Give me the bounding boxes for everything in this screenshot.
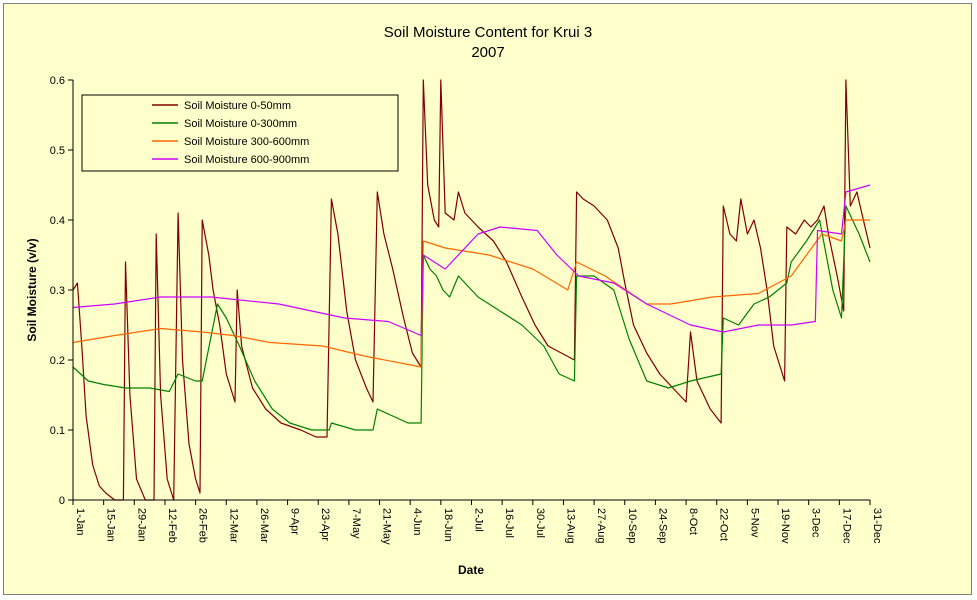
x-tick-label: 24-Sep: [656, 508, 668, 543]
x-tick-label: 31-Dec: [871, 508, 883, 544]
series-line-3: [72, 219, 870, 368]
legend: Soil Moisture 0-50mm Soil Moisture 0-300m…: [81, 94, 399, 172]
legend-label-1: Soil Moisture 0-50mm: [184, 100, 291, 112]
y-tick-label: 0.2: [50, 355, 65, 367]
x-tick-label: 9-Apr: [289, 508, 301, 535]
x-tick-label: 1-Jan: [74, 508, 86, 536]
x-tick-label: 3-Dec: [810, 508, 822, 538]
series-line-4: [72, 184, 871, 337]
legend-label-2: Soil Moisture 0-300mm: [184, 118, 297, 130]
legend-label-3: Soil Moisture 300-600mm: [184, 136, 309, 148]
y-tick-label: 0.1: [50, 425, 65, 437]
x-tick-label: 29-Jan: [135, 508, 147, 542]
x-tick-label: 16-Jul: [503, 508, 515, 538]
x-axis-title: Date: [458, 563, 484, 577]
x-tick-label: 4-Jun: [411, 508, 423, 536]
legend-label-4: Soil Moisture 600-900mm: [184, 154, 309, 166]
series-layer: [72, 79, 871, 501]
x-tick-label: 30-Jul: [534, 508, 546, 538]
y-tick-label: 0.5: [50, 145, 65, 157]
x-tick-label: 18-Jun: [442, 508, 454, 542]
x-tick-label: 2-Jul: [473, 508, 485, 532]
x-tick-label: 12-Feb: [166, 508, 178, 543]
chart-title: Soil Moisture Content for Krui 3: [384, 24, 592, 41]
x-tick-label: 7-May: [350, 508, 362, 539]
y-tick-label: 0.3: [50, 285, 65, 297]
y-tick-label: 0.6: [50, 75, 65, 87]
x-tick-label: 23-Apr: [319, 508, 331, 541]
series-line-2: [72, 205, 871, 431]
x-tick-label: 21-May: [381, 508, 393, 545]
x-tick-label: 22-Oct: [718, 508, 730, 541]
y-tick-label: 0: [59, 495, 65, 507]
legend-box: [81, 94, 399, 172]
x-tick-label: 26-Mar: [258, 508, 270, 543]
y-tick-label: 0.4: [50, 215, 65, 227]
x-tick-label: 12-Mar: [227, 508, 239, 543]
x-tick-label: 19-Nov: [779, 508, 791, 544]
soil-moisture-chart: Soil Moisture Content for Krui 3 2007 So…: [25, 24, 883, 577]
chart-subtitle: 2007: [471, 44, 504, 61]
y-axis-title: Soil Moisture (v/v): [25, 238, 39, 341]
x-tick-label: 15-Jan: [105, 508, 117, 542]
axes-layer: 0 0.1 0.2 0.3 0.4 0.5 0.6 1-Jan 15-Jan 29-Jan 12-F…: [50, 75, 883, 545]
x-tick-label: 10-Sep: [626, 508, 638, 543]
series-line-1: [72, 79, 871, 501]
x-tick-label: 27-Aug: [595, 508, 607, 543]
x-tick-label: 8-Oct: [687, 508, 699, 535]
x-tick-label: 5-Nov: [748, 508, 760, 538]
chart-frame: Soil Moisture Content for Krui 3 2007 So…: [3, 3, 972, 595]
x-tick-label: 13-Aug: [565, 508, 577, 543]
x-tick-label: 17-Dec: [840, 508, 852, 544]
x-tick-label: 26-Feb: [197, 508, 209, 543]
